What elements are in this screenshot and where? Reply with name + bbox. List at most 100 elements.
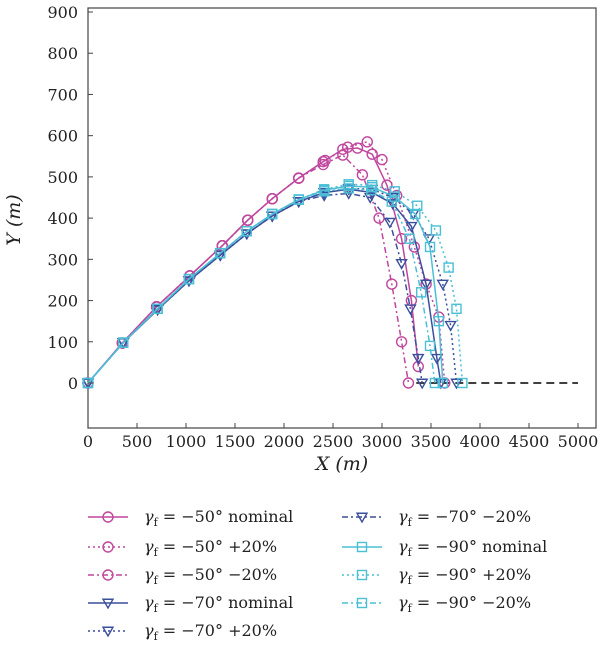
- x-axis-label: X (m): [314, 453, 368, 475]
- data-point: [450, 378, 463, 390]
- data-point: [118, 337, 129, 348]
- y-tick-label: 300: [47, 250, 78, 269]
- data-point: [433, 315, 445, 327]
- y-tick-label: 800: [47, 44, 78, 63]
- data-point: [366, 148, 378, 160]
- series-line: [87, 185, 444, 384]
- legend-item: γf = −50° +20%: [88, 537, 277, 559]
- legend-label: γf = −70° nominal: [144, 593, 293, 615]
- x-tick-label: 0: [83, 432, 93, 451]
- series: [82, 142, 424, 389]
- data-point: [343, 183, 354, 194]
- data-point: [457, 377, 468, 389]
- series: [82, 183, 441, 389]
- data-point: [451, 303, 462, 314]
- series-line: [87, 187, 458, 384]
- data-point: [240, 229, 253, 241]
- data-point: [389, 186, 400, 197]
- x-tick-label: 1000: [166, 432, 207, 451]
- data-point: [419, 279, 433, 291]
- data-point: [337, 143, 349, 155]
- plot-frame: [87, 7, 597, 429]
- data-point: [102, 511, 114, 523]
- data-point: [317, 158, 329, 171]
- data-point: [101, 598, 115, 610]
- data-point: [356, 541, 368, 553]
- data-point: [242, 214, 254, 226]
- data-point: [410, 208, 421, 220]
- series-line: [87, 140, 446, 384]
- data-point: [424, 241, 436, 253]
- legend-label: γf = −50° −20%: [144, 565, 277, 587]
- x-tick-label: 2000: [264, 432, 305, 451]
- series: [81, 184, 448, 390]
- data-point: [412, 353, 425, 365]
- legend-item: γf = −90° nominal: [342, 537, 547, 559]
- legend: γf = −50° nominal γf = −50° +20% γf = −50°…: [88, 507, 547, 643]
- legend-label: γf = −90° +20%: [398, 565, 531, 587]
- y-tick-label: 700: [47, 85, 78, 104]
- data-point: [430, 353, 444, 365]
- x-tick-label: 3000: [362, 432, 403, 451]
- y-tick-label: 100: [47, 333, 78, 352]
- legend-label: γf = −90° −20%: [398, 593, 531, 615]
- series-line: [87, 192, 423, 384]
- data-point: [293, 172, 305, 184]
- data-point: [293, 194, 304, 205]
- series: [81, 188, 429, 390]
- series: [82, 136, 451, 389]
- data-point: [395, 259, 408, 270]
- data-point: [437, 377, 448, 389]
- data-point: [267, 208, 278, 220]
- data-point: [117, 338, 130, 350]
- data-point: [444, 320, 457, 332]
- data-point: [429, 377, 441, 389]
- legend-item: γf = −70° nominal: [88, 593, 293, 615]
- data-point: [386, 196, 397, 207]
- y-axis-ticks: 0 100 200 300 400 500 600 700 800 900: [47, 3, 93, 393]
- y-tick-label: 600: [47, 127, 78, 146]
- y-tick-label: 0: [68, 374, 78, 393]
- data-point: [215, 247, 226, 259]
- legend-label: γf = −90° nominal: [398, 537, 547, 559]
- data-point: [292, 197, 305, 209]
- data-point: [342, 188, 355, 200]
- data-point: [405, 221, 418, 233]
- y-tick-label: 200: [47, 292, 78, 311]
- x-tick-label: 500: [122, 432, 153, 451]
- data-point: [361, 136, 373, 148]
- legend-label: γf = −70° +20%: [144, 621, 277, 643]
- data-point: [101, 626, 115, 638]
- series-layer: [81, 136, 468, 390]
- data-point: [404, 304, 417, 316]
- x-tick-label: 5000: [558, 432, 599, 451]
- y-tick-label: 400: [47, 209, 78, 228]
- legend-item: γf = −90° +20%: [342, 565, 531, 587]
- data-point: [355, 512, 369, 524]
- data-point: [386, 199, 399, 211]
- x-tick-label: 4500: [509, 432, 550, 451]
- data-point: [424, 340, 436, 352]
- series: [82, 149, 415, 389]
- legend-item: γf = −70° +20%: [88, 621, 277, 643]
- legend-label: γf = −50° nominal: [144, 507, 293, 529]
- data-point: [376, 153, 388, 166]
- legend-item: γf = −50° −20%: [88, 565, 277, 587]
- data-point: [402, 377, 415, 389]
- data-point: [102, 541, 114, 553]
- legend-item: γf = −70° −20%: [342, 507, 531, 529]
- series: [82, 180, 448, 389]
- x-tick-label: 4000: [460, 432, 501, 451]
- y-axis-label: Y (m): [3, 194, 25, 245]
- data-point: [102, 569, 114, 581]
- data-point: [395, 336, 408, 348]
- x-tick-label: 2500: [313, 432, 354, 451]
- y-tick-label: 900: [47, 3, 78, 22]
- legend-item: γf = −90° −20%: [342, 593, 531, 615]
- data-point: [318, 186, 330, 197]
- x-tick-label: 3500: [411, 432, 452, 451]
- data-point: [183, 273, 195, 285]
- data-point: [430, 225, 442, 236]
- data-point: [317, 155, 329, 168]
